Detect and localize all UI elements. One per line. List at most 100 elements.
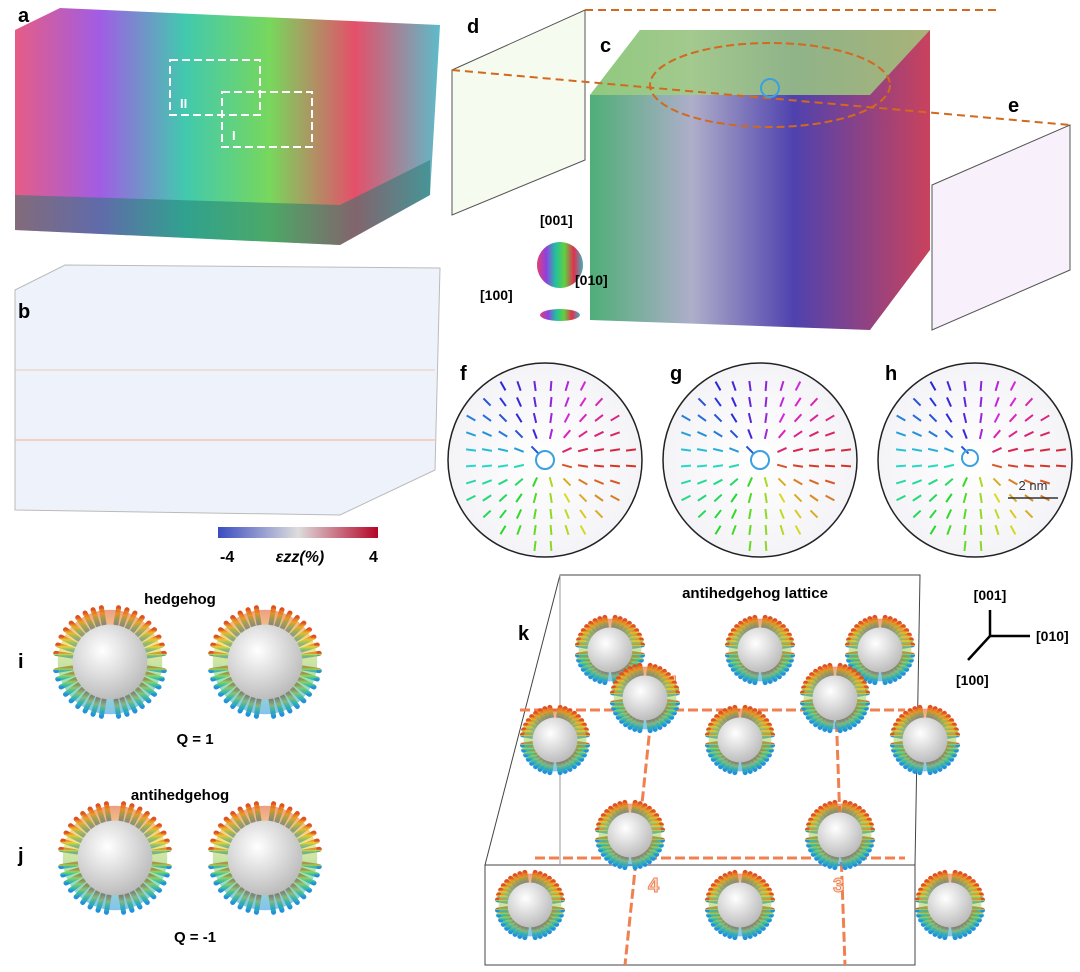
- polarization-arrow: [579, 509, 587, 519]
- polarization-arrow: [530, 445, 540, 455]
- polarization-arrow: [481, 464, 493, 468]
- polarization-arrow: [532, 492, 538, 504]
- polarization-arrow: [1023, 448, 1035, 452]
- polarization-arrow: [1009, 525, 1017, 535]
- polarization-arrow: [764, 396, 768, 408]
- polarization-arrow: [776, 463, 788, 469]
- polarization-arrow: [911, 479, 923, 485]
- polarization-arrow: [779, 508, 785, 520]
- polarization-arrow: [779, 396, 785, 408]
- polarization-arrow: [516, 524, 522, 536]
- polarization-arrow: [1039, 464, 1051, 468]
- polarization-arrow: [465, 479, 477, 485]
- color-disk: [540, 309, 580, 321]
- polarization-arrow: [533, 540, 537, 552]
- core-sphere: [737, 627, 783, 673]
- cell-number-3: 3: [833, 875, 844, 897]
- panel-fgh: 2 nm f g h: [447, 362, 1073, 558]
- polarization-arrow: [927, 447, 939, 453]
- polarization-arrow: [714, 397, 722, 407]
- core-sphere: [927, 882, 973, 928]
- core-sphere: [77, 820, 153, 896]
- colorbar-title: εzz(%): [276, 549, 325, 566]
- panel-k: 1 2 3 4 antihedgehog lattice k [001] [01…: [484, 574, 1069, 966]
- polarization-arrow: [609, 448, 621, 452]
- polarization-arrow: [764, 412, 768, 424]
- polarization-arrow: [549, 492, 553, 504]
- polarization-arrow: [979, 540, 983, 552]
- title-hedgehog: hedgehog: [144, 591, 216, 608]
- polarization-arrow: [747, 477, 753, 487]
- axis-k-100: [100]: [956, 672, 989, 688]
- core-sphere: [607, 812, 653, 858]
- polarization-arrow: [992, 477, 1002, 487]
- polarization-arrow: [824, 431, 836, 437]
- polarization-arrow: [764, 380, 768, 392]
- polarization-arrow: [779, 524, 785, 536]
- disk-g: [662, 362, 858, 558]
- slab-a: [15, 8, 440, 245]
- polarization-arrow: [979, 396, 983, 408]
- polarization-arrow: [963, 540, 967, 552]
- polarization-arrow: [681, 414, 691, 422]
- polarization-arrow: [680, 464, 692, 468]
- polarization-arrow: [1024, 509, 1034, 519]
- polarization-arrow: [680, 431, 692, 437]
- title-antihedgehog: antihedgehog: [131, 787, 229, 804]
- hedgehog-sphere: [207, 604, 323, 720]
- polarization-arrow: [793, 413, 803, 423]
- polarization-arrow: [778, 493, 786, 503]
- polarization-arrow: [808, 448, 820, 452]
- polarization-arrow: [792, 447, 804, 453]
- polarization-arrow: [579, 381, 587, 391]
- polarization-arrow: [729, 478, 739, 486]
- polarization-arrow: [824, 448, 836, 452]
- core-sphere: [72, 624, 148, 700]
- polarization-arrow: [712, 464, 724, 468]
- polarization-arrow: [809, 494, 819, 502]
- polarization-arrow: [563, 413, 571, 423]
- polarization-arrow: [963, 524, 967, 536]
- polarization-arrow: [912, 431, 922, 437]
- polarization-arrow: [578, 493, 588, 503]
- polarization-arrow: [824, 464, 836, 468]
- polarization-arrow: [729, 429, 739, 439]
- polarization-arrow: [912, 414, 922, 422]
- core-sphere: [812, 675, 858, 721]
- polarization-arrow: [731, 380, 737, 392]
- polarization-arrow: [516, 397, 522, 407]
- polarization-arrow: [593, 479, 605, 485]
- disk-h: [877, 362, 1073, 558]
- panel-label-a: a: [18, 5, 30, 27]
- polarization-arrow: [549, 412, 553, 424]
- polarization-arrow: [625, 464, 637, 468]
- panel-label-f: f: [460, 363, 467, 385]
- polarization-arrow: [533, 524, 537, 536]
- polarization-arrow: [593, 448, 605, 452]
- polarization-arrow: [979, 380, 983, 392]
- polarization-arrow: [594, 509, 604, 519]
- polarization-arrow: [482, 414, 492, 422]
- polarization-arrow: [825, 414, 835, 422]
- hedgehog-sphere: [724, 614, 796, 686]
- hedgehog-sphere: [914, 869, 986, 941]
- polarization-arrow: [928, 493, 938, 503]
- polarization-arrow: [745, 445, 755, 455]
- hedgehog-sphere: [574, 614, 646, 686]
- panel-label-d: d: [467, 16, 479, 38]
- polarization-arrow: [532, 428, 538, 440]
- polarization-arrow: [728, 463, 740, 469]
- polarization-arrow: [994, 380, 1000, 392]
- polarization-arrow: [561, 463, 573, 469]
- core-sphere: [902, 717, 948, 763]
- polarization-arrow: [712, 447, 724, 453]
- core-sphere: [227, 624, 303, 700]
- polarization-arrow: [794, 525, 802, 535]
- slice-d: [451, 9, 586, 216]
- title-lattice: antihedgehog lattice: [682, 585, 828, 602]
- polarization-arrow: [1024, 430, 1034, 438]
- polarization-arrow: [594, 494, 604, 502]
- polarization-arrow: [763, 428, 769, 440]
- polarization-arrow: [962, 428, 968, 440]
